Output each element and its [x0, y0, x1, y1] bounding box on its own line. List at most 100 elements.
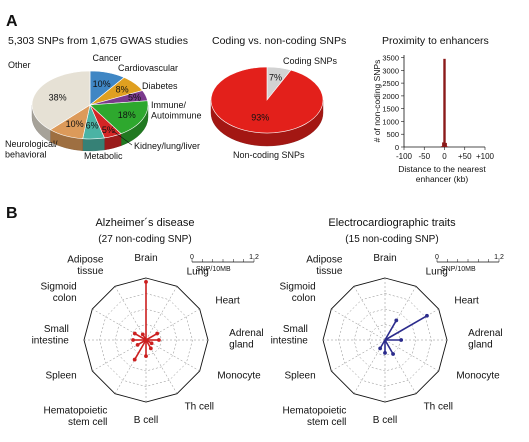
radar-grid-ring	[114, 308, 178, 372]
radar-value-dot	[425, 313, 429, 318]
pie-category-label: Diabetes	[142, 81, 178, 91]
radar-category-label: Monocyte	[217, 371, 261, 382]
radar1-subtitle: (27 non-coding SNP)	[98, 234, 191, 245]
panel-a-letter: A	[6, 13, 18, 30]
radar-category-label: Spleen	[46, 371, 77, 382]
hist-bar	[442, 142, 445, 147]
radar-value-dot	[144, 354, 148, 359]
radar-value-dot	[383, 351, 387, 355]
pie2-coding-label: Coding SNPs	[283, 56, 338, 66]
radar1-title: Alzheimer´s disease	[95, 217, 194, 229]
pie-coding-noncoding: 7% 93% Coding SNPs Non-coding SNPs	[210, 56, 338, 160]
radar-value-line	[384, 320, 397, 341]
hist-bar	[443, 58, 446, 148]
hist-y-tick-label: 3000	[382, 66, 399, 75]
pie-slice-other	[31, 70, 91, 131]
radar-value-dot	[394, 318, 399, 323]
hist-y-tick-label: 1500	[382, 105, 399, 114]
radar-value-dot	[131, 338, 135, 342]
pie-pct-label: 18%	[118, 110, 136, 120]
hist-y-tick-label: 500	[386, 130, 399, 139]
pie-pct-label: 10%	[93, 79, 111, 89]
radar-category-label: Sigmoid colon	[41, 281, 77, 304]
radar2-subtitle: (15 non-coding SNP)	[345, 234, 438, 245]
pie-category-label: Cardiovascular	[118, 63, 178, 73]
radar-category-label: Th cell	[424, 401, 453, 412]
radar-alzheimer: Brain Lung Heart Adrenal gland Monocyte Th cel…	[32, 253, 264, 428]
radar-value-dot	[399, 338, 404, 342]
hist-x-tick-label: 0	[442, 152, 447, 161]
radar-category-label: Adipose tissue	[67, 255, 104, 278]
radar-value-dot	[157, 338, 161, 342]
radar-grid-ring	[99, 293, 193, 387]
pie-slice-non-coding-snps	[210, 66, 324, 134]
hist-title: Proximity to enhancers	[382, 35, 489, 47]
hist-x-tick-label: -50	[418, 152, 430, 161]
pie2-noncoding-label: Non-coding SNPs	[233, 150, 305, 160]
radar-value-dot	[140, 332, 145, 337]
radar-category-label: Adipose tissue	[306, 255, 343, 278]
radar-category-label: Heart	[215, 295, 240, 306]
radar-category-label: Heart	[454, 295, 479, 306]
pie-pct-label: 7%	[269, 72, 282, 82]
pie-slice-immune-autoimmune	[89, 100, 149, 135]
radar-value-dot	[391, 352, 395, 356]
radar-value-dot	[155, 331, 160, 336]
hist-y-label: # of non-coding SNPs	[372, 60, 382, 143]
pie2-title: Coding vs. non-coding SNPs	[212, 35, 346, 47]
radar-scale-min: 0	[435, 254, 439, 261]
radar-category-label: Hematopoietic stem cell	[282, 405, 346, 428]
radar-category-label: Th cell	[185, 401, 214, 412]
pie-category-label: Metabolic	[84, 151, 123, 161]
pie-pct-label: 5%	[102, 125, 115, 135]
radar-scale-min: 0	[190, 254, 194, 261]
pie-pct-label: 93%	[251, 113, 269, 123]
radar-category-label: Small intestine	[271, 324, 309, 347]
radar-ecg: Brain Lung Heart Adrenal gland Monocyte Th cel…	[271, 253, 504, 428]
pie-category-label: Cancer	[92, 53, 121, 63]
leader-line	[112, 130, 133, 146]
pie-pct-label: 6%	[86, 120, 99, 130]
panel-b-letter: B	[6, 205, 18, 222]
hist-bar	[444, 142, 447, 147]
radar-scale-label: SNP/10MB	[196, 266, 231, 273]
hist-y-tick-label: 2500	[382, 79, 399, 88]
radar-value-dot	[132, 331, 137, 336]
radar-scale-max: 1.2	[249, 254, 259, 261]
radar-value-dot	[144, 279, 148, 284]
pie-pct-label: 5%	[128, 92, 141, 102]
hist-x-label: Distance to the nearest enhancer (kb)	[398, 164, 486, 184]
radar-value-line	[384, 315, 428, 341]
pie-side-metabolic	[82, 137, 105, 152]
radar-value-dot	[132, 357, 137, 362]
radar-value-dot	[149, 341, 154, 346]
radar-value-line	[134, 332, 147, 341]
hist-y-tick-label: 2000	[382, 92, 399, 101]
hist-bar	[445, 146, 449, 147]
radar-category-label: Small intestine	[32, 324, 70, 347]
radar-category-label: Lung	[426, 267, 448, 278]
radar-value-line	[384, 339, 394, 355]
radar-value-line	[145, 332, 158, 341]
radar-category-label: Brain	[134, 253, 157, 264]
hist-y-tick-label: 3500	[382, 54, 399, 63]
hist-y-tick-label: 0	[395, 143, 399, 152]
radar2-title: Electrocardiographic traits	[328, 217, 456, 229]
radar-category-label: Spleen	[285, 371, 316, 382]
pie-category-label: Other	[8, 60, 31, 70]
radar-category-label: B cell	[373, 415, 397, 426]
pie-category-label: Immune/Autoimmune	[151, 100, 202, 120]
histogram-enhancer-distance: 0 500 1000 1500 2000 2500 3000 3500 -100 -50 0 +50 +…	[372, 54, 495, 184]
pie-category-label: Neurological/behavioral	[5, 139, 58, 159]
pie-pct-label: 10%	[66, 119, 84, 129]
pie-pct-label: 38%	[49, 92, 67, 102]
hist-x-tick-label: +50	[458, 152, 472, 161]
radar-category-label: Hematopoietic stem cell	[43, 405, 107, 428]
radar-category-label: B cell	[134, 415, 158, 426]
hist-x-tick-label: -100	[396, 152, 413, 161]
pie-category-label: Kidney/lung/liver	[134, 141, 200, 151]
radar-value-dot	[148, 346, 153, 351]
radar-value-dot	[378, 346, 383, 351]
radar-category-label: Sigmoid colon	[280, 281, 316, 304]
